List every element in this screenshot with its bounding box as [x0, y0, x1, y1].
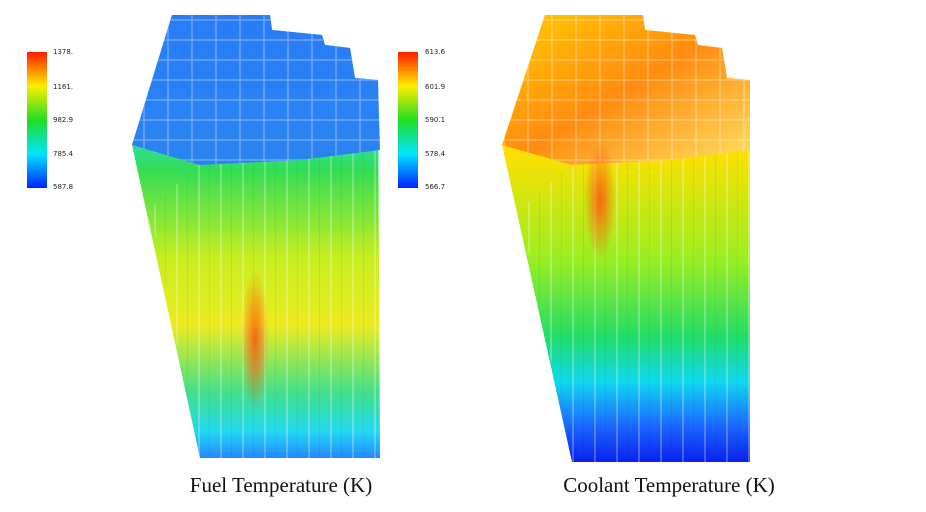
channel-stripes [520, 150, 750, 462]
hot-spot [584, 140, 616, 260]
colorbar-label: 1161. [53, 83, 73, 91]
colorbar-label: 578.4 [425, 150, 446, 158]
colorbar-label: 587.8 [53, 183, 73, 191]
assembly-grid [132, 15, 380, 165]
coolant-panel: 613.6 601.9 590.1 578.4 566.7 Coolant Te… [398, 15, 775, 497]
colorbar-label: 982.9 [53, 116, 73, 124]
colorbar-label: 566.7 [425, 183, 445, 191]
colorbar-label: 590.1 [425, 116, 445, 124]
hot-spot [241, 270, 269, 410]
caption: Fuel Temperature (K) [190, 473, 372, 497]
colorbar-label: 613.6 [425, 48, 446, 56]
caption: Coolant Temperature (K) [563, 473, 775, 497]
colorbar [27, 52, 47, 188]
colorbar-label: 785.4 [53, 150, 74, 158]
fuel-panel: 1378. 1161. 982.9 785.4 587.8 Fuel Tempe… [27, 15, 380, 497]
colorbar-label: 1378. [53, 48, 73, 56]
assembly-grid [502, 15, 750, 165]
colorbar-label: 601.9 [425, 83, 445, 91]
colorbar [398, 52, 418, 188]
